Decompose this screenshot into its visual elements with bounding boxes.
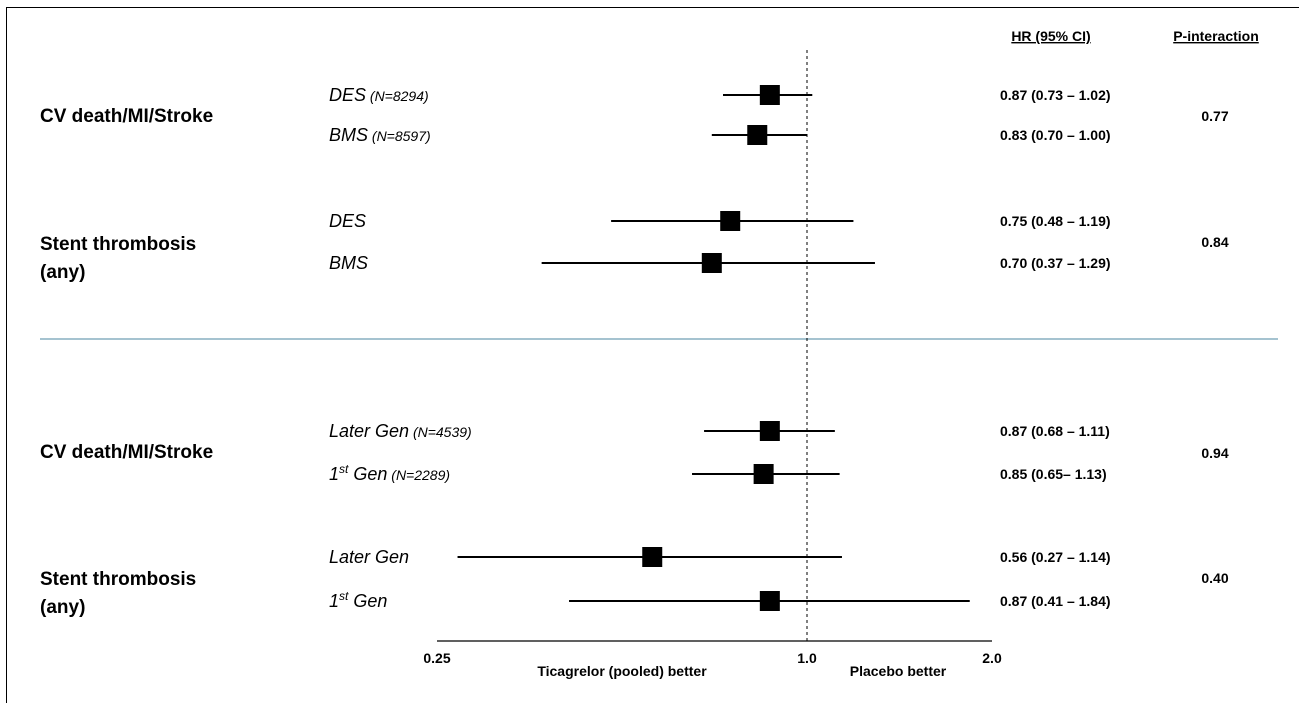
subgroup-label: BMS (N=8597) <box>329 125 431 145</box>
subgroup-label: Later Gen <box>329 547 409 567</box>
hr-marker <box>720 211 741 231</box>
x-label-right: Placebo better <box>850 663 947 679</box>
subgroup-name: DES <box>329 85 366 105</box>
subgroup-name-rest: Gen <box>348 591 387 611</box>
subgroup-label: DES (N=8294) <box>329 85 429 105</box>
hr-ci-text: 0.87 (0.73 – 1.02) <box>1000 87 1111 103</box>
subgroup-label: Later Gen (N=4539) <box>329 421 472 441</box>
subgroup-n: (N=8294) <box>366 88 429 104</box>
p-interaction-value: 0.40 <box>1201 570 1228 586</box>
hr-ci-text: 0.75 (0.48 – 1.19) <box>1000 213 1111 229</box>
outcome-label: (any) <box>40 597 85 618</box>
x-tick-label: 0.25 <box>423 650 450 666</box>
hr-ci-text: 0.56 (0.27 – 1.14) <box>1000 549 1111 565</box>
subgroup-n: (N=8597) <box>368 128 431 144</box>
subgroup-label: DES <box>329 211 366 231</box>
hr-marker <box>747 125 768 145</box>
x-label-left: Ticagrelor (pooled) better <box>537 663 707 679</box>
hr-ci-text: 0.70 (0.37 – 1.29) <box>1000 255 1111 271</box>
outcome-label: CV death/MI/Stroke <box>40 442 213 463</box>
figure-frame <box>6 7 1299 703</box>
subgroup-superscript: st <box>339 589 349 603</box>
p-interaction-column-header: P-interaction <box>1173 28 1259 44</box>
outcome-label: (any) <box>40 262 85 283</box>
hr-marker <box>759 85 780 105</box>
hr-column-header: HR (95% CI) <box>1011 28 1090 44</box>
outcome-label: CV death/MI/Stroke <box>40 106 213 127</box>
hr-marker <box>759 591 780 611</box>
hr-ci-text: 0.85 (0.65– 1.13) <box>1000 466 1107 482</box>
hr-marker <box>701 253 722 273</box>
hr-ci-text: 0.87 (0.41 – 1.84) <box>1000 593 1111 609</box>
subgroup-name-rest: Gen <box>348 464 387 484</box>
subgroup-name: DES <box>329 211 366 231</box>
hr-marker <box>642 547 663 567</box>
subgroup-name: 1 <box>329 464 339 484</box>
subgroup-name: BMS <box>329 125 368 145</box>
subgroup-label: BMS <box>329 253 368 273</box>
subgroup-label: 1st Gen (N=2289) <box>329 462 450 484</box>
x-tick-label: 1.0 <box>797 650 817 666</box>
hr-marker <box>753 464 774 484</box>
subgroup-n: (N=2289) <box>387 467 450 483</box>
hr-marker <box>759 421 780 441</box>
subgroup-name: BMS <box>329 253 368 273</box>
outcome-label: Stent thrombosis <box>40 234 196 255</box>
p-interaction-value: 0.77 <box>1201 108 1228 124</box>
p-interaction-value: 0.84 <box>1201 234 1228 250</box>
subgroup-n: (N=4539) <box>409 424 472 440</box>
p-interaction-value: 0.94 <box>1201 445 1228 461</box>
hr-ci-text: 0.87 (0.68 – 1.11) <box>1000 423 1110 439</box>
subgroup-name: 1 <box>329 591 339 611</box>
x-tick-label: 2.0 <box>982 650 1002 666</box>
subgroup-superscript: st <box>339 462 349 476</box>
subgroup-name: Later Gen <box>329 421 409 441</box>
outcome-label: Stent thrombosis <box>40 569 196 590</box>
subgroup-name: Later Gen <box>329 547 409 567</box>
subgroup-label: 1st Gen <box>329 589 387 611</box>
hr-ci-text: 0.83 (0.70 – 1.00) <box>1000 127 1111 143</box>
